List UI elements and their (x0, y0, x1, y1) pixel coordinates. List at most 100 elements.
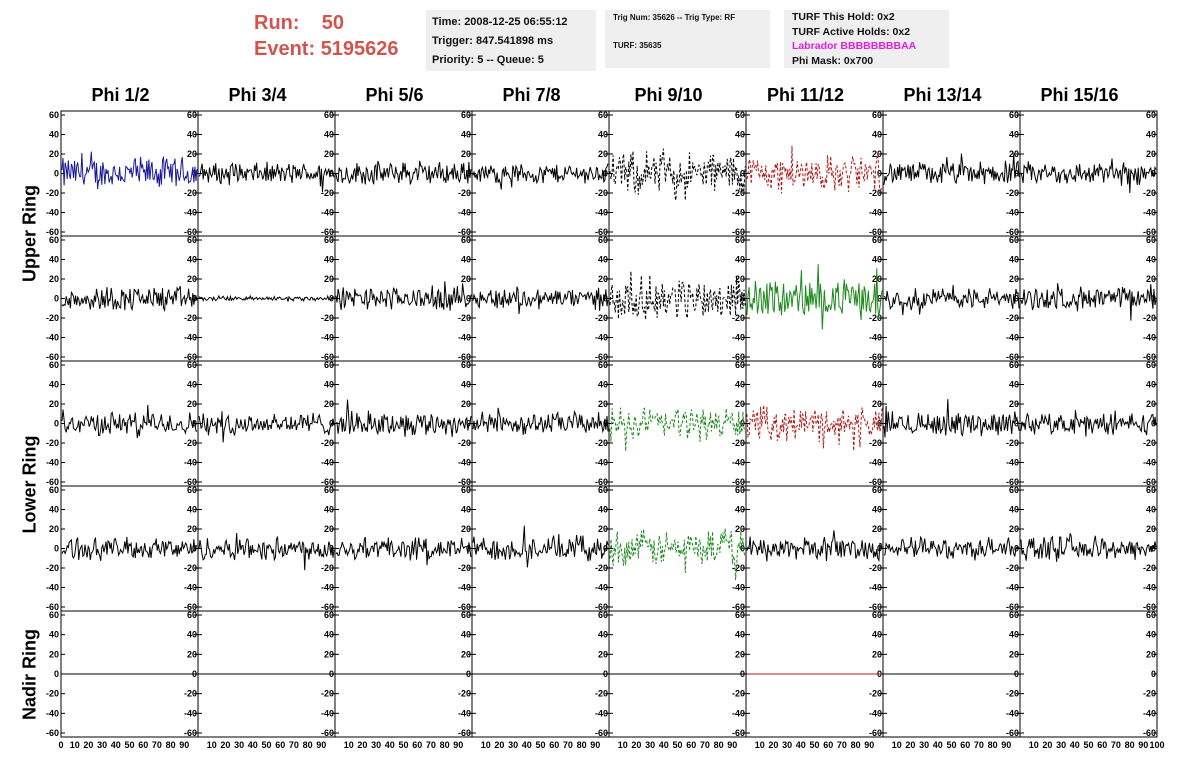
y-tick-label: -60 (1143, 602, 1156, 612)
y-tick-label: -40 (732, 208, 745, 218)
y-tick-label: -40 (1143, 333, 1156, 343)
y-tick-label: 40 (1146, 505, 1156, 515)
y-tick-label: -60 (1143, 227, 1156, 237)
y-tick-label: 40 (324, 380, 334, 390)
y-tick-label: 40 (872, 630, 882, 640)
y-tick-label: 0 (1014, 294, 1019, 304)
x-tick-label: 60 (686, 740, 696, 750)
y-tick-label: 60 (461, 110, 471, 120)
waveform-trace (1020, 158, 1157, 194)
y-tick-label: -60 (1006, 477, 1019, 487)
x-tick-label: 50 (672, 740, 682, 750)
x-tick-label: 30 (919, 740, 929, 750)
x-tick-label: 70 (152, 740, 162, 750)
y-tick-label: 0 (740, 169, 745, 179)
y-tick-label: 60 (735, 610, 745, 620)
y-tick-label: 0 (466, 294, 471, 304)
x-tick-label: 40 (111, 740, 121, 750)
x-tick-label: 10 (755, 740, 765, 750)
y-tick-label: -60 (732, 477, 745, 487)
y-tick-label: -60 (595, 602, 608, 612)
y-tick-label: -20 (869, 313, 882, 323)
y-tick-label: -20 (595, 313, 608, 323)
x-tick-label: 100 (1149, 740, 1164, 750)
panel-frame (1019, 485, 1158, 612)
x-tick-label: 70 (426, 740, 436, 750)
y-tick-label: 0 (877, 294, 882, 304)
y-tick-label: 40 (1009, 380, 1019, 390)
y-tick-label: -40 (46, 583, 59, 593)
y-tick-label: 40 (1009, 130, 1019, 140)
y-tick-label: -20 (458, 689, 471, 699)
y-tick-label: -40 (1006, 208, 1019, 218)
y-tick-label: -60 (458, 477, 471, 487)
x-tick-label: 40 (659, 740, 669, 750)
y-tick-label: 0 (54, 669, 59, 679)
waveform-trace (746, 530, 883, 563)
waveform-trace (472, 407, 609, 435)
y-tick-label: 20 (872, 399, 882, 409)
y-tick-label: 60 (598, 235, 608, 245)
y-tick-label: -60 (321, 602, 334, 612)
y-tick-label: 60 (1146, 110, 1156, 120)
waveform-trace (61, 404, 198, 439)
x-tick-label: 80 (440, 740, 450, 750)
y-tick-label: 40 (1146, 130, 1156, 140)
waveform-trace (198, 294, 335, 303)
y-tick-label: 20 (598, 524, 608, 534)
y-tick-label: -60 (321, 227, 334, 237)
y-tick-label: -60 (1006, 728, 1019, 738)
y-tick-label: -20 (458, 438, 471, 448)
y-tick-label: -20 (184, 689, 197, 699)
y-tick-label: 60 (598, 360, 608, 370)
x-tick-label: 40 (933, 740, 943, 750)
y-tick-label: 20 (735, 149, 745, 159)
run-number: Run: 50 Event: 5195626 (254, 10, 399, 62)
x-tick-label: 40 (248, 740, 258, 750)
y-tick-label: 40 (49, 505, 59, 515)
y-tick-label: -60 (732, 728, 745, 738)
y-tick-label: -40 (595, 458, 608, 468)
y-tick-label: -20 (321, 188, 334, 198)
y-tick-label: 20 (187, 649, 197, 659)
y-tick-label: -20 (184, 188, 197, 198)
y-tick-label: 60 (49, 360, 59, 370)
x-tick-label: 70 (1111, 740, 1121, 750)
y-tick-label: 60 (49, 110, 59, 120)
y-tick-label: 20 (461, 649, 471, 659)
x-tick-label: 60 (960, 740, 970, 750)
y-tick-label: 20 (187, 399, 197, 409)
trigger-info-panel: Trig Num: 35626 -- Trig Type: RF TURF: 3… (605, 10, 770, 68)
waveform-trace (335, 399, 472, 437)
y-tick-label: -60 (1006, 352, 1019, 362)
y-tick-label: -40 (1006, 333, 1019, 343)
x-tick-label: 10 (344, 740, 354, 750)
y-tick-label: 40 (49, 380, 59, 390)
y-tick-label: 40 (1146, 630, 1156, 640)
y-tick-label: -20 (732, 689, 745, 699)
column-header-phi-3-4: Phi 3/4 (228, 85, 287, 105)
x-tick-label: 90 (864, 740, 874, 750)
panel-frame (745, 360, 884, 487)
x-tick-label: 60 (138, 740, 148, 750)
y-tick-label: -40 (869, 583, 882, 593)
y-tick-label: 20 (1009, 524, 1019, 534)
y-tick-label: -60 (458, 728, 471, 738)
y-tick-label: -40 (458, 708, 471, 718)
x-tick-label: 60 (412, 740, 422, 750)
y-tick-label: -40 (458, 208, 471, 218)
x-tick-label: 20 (768, 740, 778, 750)
y-tick-label: -40 (458, 458, 471, 468)
y-tick-label: -60 (184, 352, 197, 362)
y-tick-label: -20 (321, 313, 334, 323)
y-tick-label: -60 (46, 602, 59, 612)
x-tick-label: 20 (494, 740, 504, 750)
